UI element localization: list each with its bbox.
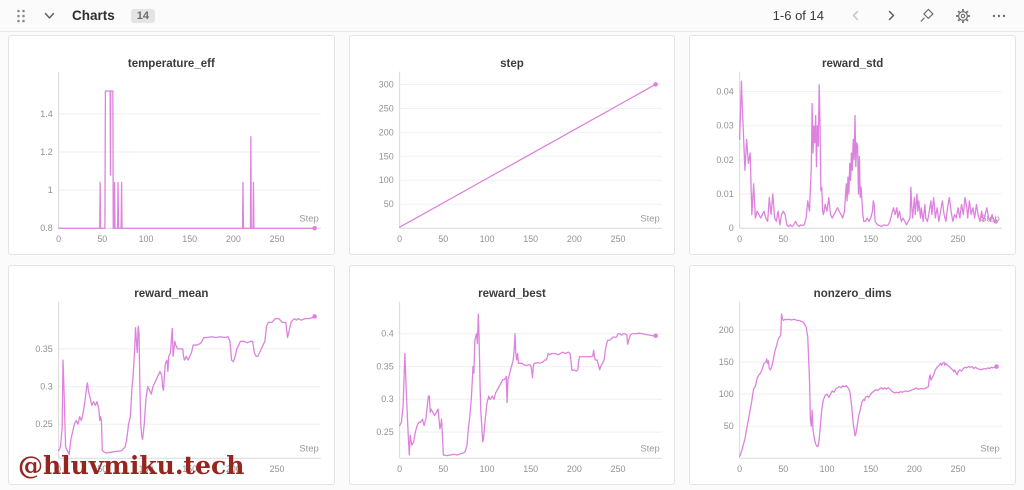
pushpin-icon: [920, 8, 934, 22]
chart-panel-step[interactable]: step 50 100 150 200 250 300 0 50 100 150 200 250 Ste…: [348, 35, 676, 255]
svg-text:50: 50: [438, 464, 448, 474]
svg-text:Step: Step: [981, 212, 1000, 223]
svg-text:0.04: 0.04: [717, 87, 734, 97]
svg-text:0.03: 0.03: [717, 121, 734, 131]
svg-text:0: 0: [56, 234, 61, 244]
svg-text:150: 150: [864, 464, 879, 474]
svg-text:0.35: 0.35: [35, 344, 52, 354]
svg-text:50: 50: [779, 464, 789, 474]
svg-text:0: 0: [737, 464, 742, 474]
svg-text:Step: Step: [299, 212, 318, 223]
chevron-left-icon: [852, 10, 858, 21]
chart-panel-reward-best[interactable]: reward_best 0.25 0.3 0.35 0.4 0 50 100 150 200 25…: [348, 265, 676, 485]
svg-text:0.25: 0.25: [376, 427, 393, 437]
svg-text:0.8: 0.8: [40, 223, 52, 233]
svg-text:200: 200: [567, 464, 582, 474]
svg-text:250: 250: [951, 234, 966, 244]
svg-text:100: 100: [820, 234, 835, 244]
chart-count-badge: 14: [130, 8, 156, 23]
chart-canvas: 50 100 150 200 250 300 0 50 100 150 200 250 Step: [378, 71, 662, 244]
svg-text:200: 200: [378, 127, 393, 137]
svg-text:250: 250: [270, 464, 285, 474]
svg-text:1: 1: [48, 185, 53, 195]
chevron-right-icon: [888, 10, 894, 21]
ellipsis-icon: [992, 14, 1006, 17]
svg-text:200: 200: [226, 464, 241, 474]
more-options-button[interactable]: [988, 5, 1010, 27]
pagination-label: 1-6 of 14: [772, 8, 824, 23]
svg-text:0.25: 0.25: [35, 419, 52, 429]
prev-page-button[interactable]: [844, 5, 866, 27]
svg-text:Step: Step: [640, 442, 659, 453]
collapse-section-button[interactable]: [38, 5, 60, 27]
svg-text:200: 200: [719, 325, 734, 335]
svg-text:0.35: 0.35: [376, 362, 393, 372]
svg-text:0.3: 0.3: [40, 382, 52, 392]
charts-section-header: Charts 14 1-6 of 14: [0, 0, 1024, 32]
svg-text:150: 150: [182, 464, 197, 474]
svg-text:150: 150: [182, 234, 197, 244]
chart-canvas: 0 0.01 0.02 0.03 0.04 0 50 100 150 200 250 Step: [717, 71, 1003, 244]
svg-text:50: 50: [724, 421, 734, 431]
svg-text:50: 50: [97, 234, 107, 244]
gear-icon: [956, 8, 970, 23]
svg-text:100: 100: [479, 234, 494, 244]
svg-text:0.4: 0.4: [381, 329, 393, 339]
svg-text:200: 200: [907, 234, 922, 244]
svg-text:0: 0: [737, 234, 742, 244]
chart-canvas: 50 100 150 200 0 50 100 150 200 250 Step: [719, 301, 1003, 474]
grid-dots-icon: [17, 9, 25, 22]
svg-text:250: 250: [270, 234, 285, 244]
svg-text:250: 250: [951, 464, 966, 474]
svg-text:300: 300: [378, 79, 393, 89]
svg-text:150: 150: [523, 234, 538, 244]
svg-text:Step: Step: [640, 212, 659, 223]
pin-panel-button[interactable]: [916, 5, 938, 27]
svg-text:1.2: 1.2: [40, 147, 52, 157]
chevron-down-icon: [44, 12, 54, 19]
svg-text:Step: Step: [299, 442, 318, 453]
chart-panel-nonzero-dims[interactable]: nonzero_dims 50 100 150 200 0 50 100 150 200 250 S…: [689, 265, 1016, 485]
svg-text:250: 250: [610, 234, 625, 244]
chart-panel-temperature-eff[interactable]: temperature_eff 0.8 1 1.2 1.4 0 50 100 150 200 25…: [8, 35, 335, 255]
svg-text:0.3: 0.3: [381, 394, 393, 404]
svg-text:100: 100: [719, 389, 734, 399]
svg-text:0.02: 0.02: [717, 155, 734, 165]
svg-text:0: 0: [729, 223, 734, 233]
svg-text:100: 100: [139, 234, 154, 244]
svg-text:150: 150: [719, 357, 734, 367]
chart-canvas: 0.25 0.3 0.35 0 50 100 150 200 250 Step: [35, 301, 321, 474]
chart-canvas: 0.8 1 1.2 1.4 0 50 100 150 200 250 Step: [40, 71, 321, 244]
svg-text:0: 0: [56, 464, 61, 474]
drag-handle-icon[interactable]: [14, 7, 28, 25]
svg-text:50: 50: [438, 234, 448, 244]
chart-canvas: 0.25 0.3 0.35 0.4 0 50 100 150 200 250 Step: [376, 301, 662, 474]
svg-text:100: 100: [479, 464, 494, 474]
svg-text:0: 0: [397, 234, 402, 244]
svg-text:50: 50: [383, 199, 393, 209]
next-page-button[interactable]: [880, 5, 902, 27]
chart-panel-reward-std[interactable]: reward_std 0 0.01 0.02 0.03 0.04 0 50 100 150 200…: [689, 35, 1016, 255]
svg-text:150: 150: [378, 151, 393, 161]
settings-button[interactable]: [952, 5, 974, 27]
svg-text:0.01: 0.01: [717, 189, 734, 199]
svg-text:0: 0: [397, 464, 402, 474]
svg-text:100: 100: [378, 175, 393, 185]
svg-text:50: 50: [97, 464, 107, 474]
svg-text:100: 100: [820, 464, 835, 474]
svg-text:150: 150: [523, 464, 538, 474]
svg-text:100: 100: [139, 464, 154, 474]
svg-text:50: 50: [779, 234, 789, 244]
chart-panel-reward-mean[interactable]: reward_mean 0.25 0.3 0.35 0 50 100 150 200 250 St…: [8, 265, 335, 485]
svg-text:250: 250: [378, 103, 393, 113]
svg-text:200: 200: [226, 234, 241, 244]
svg-text:150: 150: [864, 234, 879, 244]
svg-text:200: 200: [567, 234, 582, 244]
svg-text:Step: Step: [981, 442, 1000, 453]
section-title: Charts: [72, 8, 115, 23]
svg-text:250: 250: [610, 464, 625, 474]
charts-grid: temperature_eff 0.8 1 1.2 1.4 0 50 100 150 200 25…: [0, 32, 1024, 485]
svg-text:1.4: 1.4: [40, 109, 52, 119]
svg-text:200: 200: [907, 464, 922, 474]
